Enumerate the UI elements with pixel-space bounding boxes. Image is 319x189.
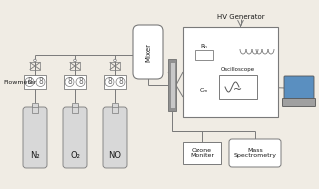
Bar [183, 27, 278, 117]
Bar [64, 75, 86, 89]
Text: NO: NO [108, 150, 122, 160]
FancyBboxPatch shape [63, 107, 87, 168]
FancyBboxPatch shape [229, 139, 281, 167]
Text: Mass
Spectrometry: Mass Spectrometry [234, 148, 277, 158]
Text: 8: 8 [107, 77, 112, 87]
Bar [70, 62, 80, 70]
Text: Mixer: Mixer [145, 43, 151, 61]
Text: 8: 8 [118, 77, 123, 87]
Bar [195, 50, 213, 60]
Circle shape [105, 77, 114, 87]
Text: 8: 8 [27, 77, 32, 87]
Bar [168, 59, 176, 111]
Bar [24, 75, 46, 89]
Bar [219, 75, 257, 99]
FancyBboxPatch shape [133, 25, 163, 79]
Circle shape [116, 77, 125, 87]
Bar [183, 142, 221, 164]
Bar [32, 103, 38, 107]
Circle shape [76, 77, 85, 87]
Bar [112, 105, 118, 113]
FancyBboxPatch shape [23, 107, 47, 168]
Text: HV Generator: HV Generator [217, 14, 264, 20]
Text: 8: 8 [78, 77, 83, 87]
Text: Oscilloscope: Oscilloscope [221, 67, 255, 73]
Text: Flowmeter: Flowmeter [3, 80, 36, 84]
FancyBboxPatch shape [284, 76, 314, 100]
Bar [104, 75, 126, 89]
FancyBboxPatch shape [283, 98, 315, 106]
Bar [112, 103, 118, 107]
Bar [110, 62, 120, 70]
Text: Ozone
Moniter: Ozone Moniter [190, 148, 214, 158]
Text: Rₕ: Rₕ [201, 43, 207, 49]
Bar [72, 105, 78, 113]
Text: 8: 8 [38, 77, 43, 87]
Circle shape [65, 77, 74, 87]
Text: ~: ~ [234, 85, 243, 95]
Text: O₂: O₂ [70, 150, 80, 160]
Circle shape [114, 59, 116, 62]
Circle shape [34, 59, 36, 62]
Bar [72, 103, 78, 107]
Bar [30, 62, 40, 70]
Bar [169, 62, 174, 108]
Text: N₂: N₂ [30, 150, 40, 160]
Text: Cₘ: Cₘ [200, 88, 208, 92]
Circle shape [36, 77, 45, 87]
FancyBboxPatch shape [103, 107, 127, 168]
Text: 8: 8 [67, 77, 72, 87]
Circle shape [25, 77, 34, 87]
Circle shape [74, 59, 76, 62]
Bar [32, 105, 38, 113]
